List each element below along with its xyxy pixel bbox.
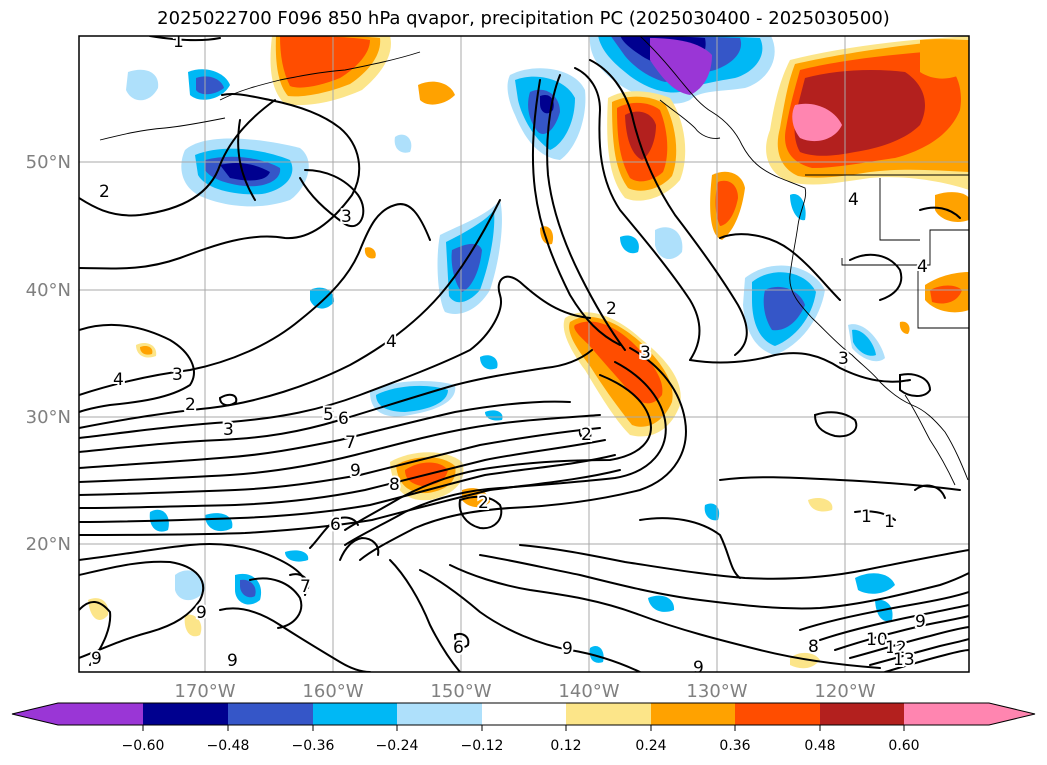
- colorbar-tick-label: 0.24: [635, 738, 666, 754]
- qvapor-contours: [79, 36, 969, 672]
- contour-label: 13: [893, 650, 915, 670]
- colorbar-segment: [651, 703, 735, 725]
- colorbar-tick-label: −0.60: [122, 738, 165, 754]
- contour-label: 4: [113, 370, 124, 390]
- colorbar-segment: [313, 703, 397, 725]
- graticule-gridlines: [79, 36, 969, 672]
- colorbar-segment: [735, 703, 820, 725]
- colorbar-tick-label: 0.36: [719, 738, 750, 754]
- colorbar-segment: [397, 703, 482, 725]
- latitude-labels: 50°N 40°N 30°N 20°N: [26, 152, 71, 555]
- contour-label: 3: [341, 207, 352, 227]
- colorbar-outline: [11, 702, 1036, 726]
- colorbar-tick-label: −0.48: [207, 738, 250, 754]
- lon-label: 150°W: [430, 681, 491, 702]
- lat-label: 40°N: [26, 280, 71, 301]
- colorbar-tick-label: 0.12: [550, 738, 581, 754]
- colorbar-tick-label: −0.24: [376, 738, 419, 754]
- contour-label: 8: [808, 637, 819, 657]
- contour-label: 3: [838, 349, 849, 369]
- contour-label: 9: [562, 639, 573, 659]
- lon-label: 170°W: [174, 681, 235, 702]
- colorbar-tick-label: 0.48: [804, 738, 835, 754]
- contour-label: 6: [453, 638, 464, 658]
- contour-label: 2: [606, 299, 617, 319]
- positive-anomaly-shading: [88, 36, 969, 669]
- contour-label: 9: [91, 649, 102, 669]
- colorbar-segment: [228, 703, 313, 725]
- colorbar-extend-right: [989, 703, 1035, 725]
- contour-label: 3: [172, 365, 183, 385]
- lat-label: 50°N: [26, 152, 71, 173]
- colorbar-segment: [566, 703, 651, 725]
- contour-label: 3: [223, 420, 234, 440]
- contour-label: 4: [848, 190, 859, 210]
- lon-label: 140°W: [558, 681, 619, 702]
- contour-label: 8: [389, 475, 400, 495]
- lat-label: 20°N: [26, 534, 71, 555]
- longitude-labels: 170°W 160°W 150°W 140°W 130°W 120°W: [174, 681, 875, 702]
- contour-label: 10: [866, 630, 888, 650]
- contour-label: 3: [640, 343, 651, 363]
- contour-label: 2: [99, 182, 110, 202]
- colorbar-extend-left: [12, 703, 58, 725]
- contour-label: 1: [861, 507, 872, 527]
- contour-label: 7: [300, 577, 311, 597]
- contour-label: 4: [386, 332, 397, 352]
- contour-label: 9: [693, 658, 704, 678]
- contour-label: 2: [478, 493, 489, 513]
- contour-label: 7: [345, 433, 356, 453]
- contour-label: 1: [173, 32, 184, 52]
- lat-label: 30°N: [26, 407, 71, 428]
- contour-label: 1: [884, 512, 895, 532]
- contour-labels: 1 2 3 4 2 3 4 3 2 3 4 5 6 7 9 8 2 6 7 9 …: [89, 32, 930, 678]
- colorbar-tick-label: −0.36: [292, 738, 335, 754]
- colorbar-segment: [143, 703, 228, 725]
- colorbar-tick-label: −0.12: [461, 738, 504, 754]
- contour-label: 9: [227, 651, 238, 671]
- negative-anomaly-shading: [126, 36, 895, 663]
- contour-label: 12: [885, 638, 907, 658]
- contour-label: 5: [323, 405, 334, 425]
- contour-label: 6: [338, 409, 349, 429]
- contour-label: 2: [185, 395, 196, 415]
- lon-label: 120°W: [814, 681, 875, 702]
- contour-label: 6: [330, 515, 341, 535]
- colorbar-segment: [820, 703, 904, 725]
- colorbar-segment: [482, 703, 566, 725]
- contour-label: 9: [915, 612, 926, 632]
- lon-label: 130°W: [686, 681, 747, 702]
- colorbar-segment: [58, 703, 143, 725]
- contour-label: 9: [350, 461, 361, 481]
- map-frame: [78, 35, 970, 673]
- contour-label: 2: [581, 425, 592, 445]
- colorbar-segment: [904, 703, 989, 725]
- colorbar-tick-label: 0.60: [888, 738, 919, 754]
- coastline-outlines: [99, 36, 969, 486]
- colorbar: −0.60 −0.48 −0.36 −0.24 −0.12 0.12 0.24 …: [11, 702, 1036, 754]
- lon-label: 160°W: [302, 681, 363, 702]
- map-title: 2025022700 F096 850 hPa qvapor, precipit…: [157, 8, 890, 29]
- contour-label: 9: [196, 603, 207, 623]
- contour-label: 4: [917, 257, 928, 277]
